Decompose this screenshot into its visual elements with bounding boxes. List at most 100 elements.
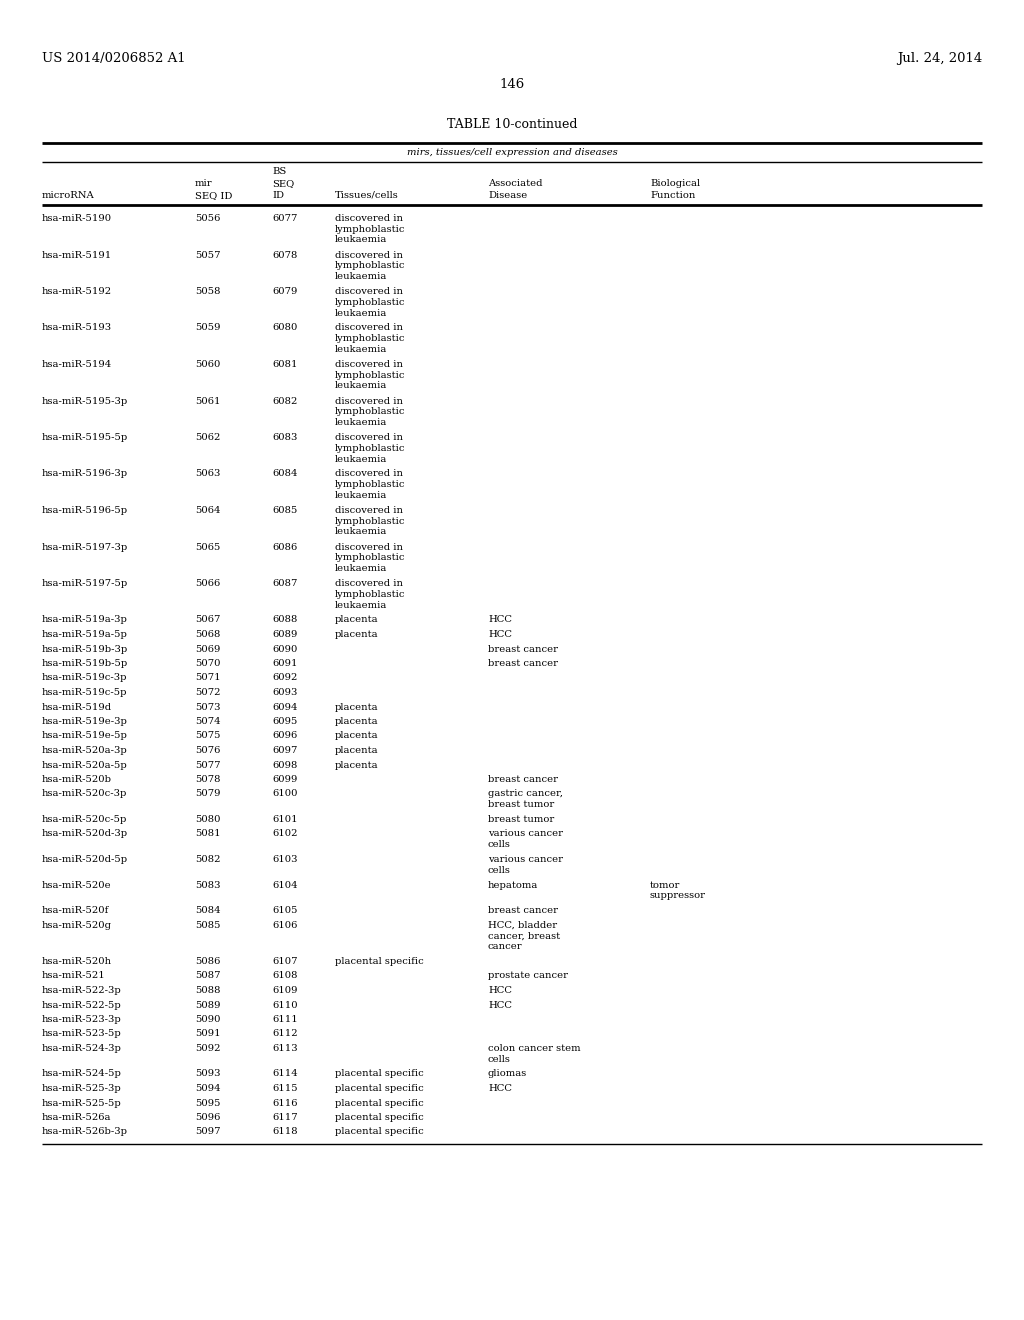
- Text: tomor
suppressor: tomor suppressor: [650, 880, 706, 900]
- Text: 5094: 5094: [195, 1084, 220, 1093]
- Text: breast cancer: breast cancer: [488, 644, 558, 653]
- Text: hsa-miR-520h: hsa-miR-520h: [42, 957, 112, 966]
- Text: discovered in
lymphoblastic
leukaemia: discovered in lymphoblastic leukaemia: [335, 360, 406, 391]
- Text: mir: mir: [195, 180, 213, 187]
- Text: colon cancer stem
cells: colon cancer stem cells: [488, 1044, 581, 1064]
- Text: 5096: 5096: [195, 1113, 220, 1122]
- Text: hsa-miR-523-3p: hsa-miR-523-3p: [42, 1015, 122, 1024]
- Text: placental specific: placental specific: [335, 1098, 424, 1107]
- Text: 5073: 5073: [195, 702, 220, 711]
- Text: 6088: 6088: [272, 615, 297, 624]
- Text: placenta: placenta: [335, 630, 379, 639]
- Text: 6111: 6111: [272, 1015, 298, 1024]
- Text: placenta: placenta: [335, 731, 379, 741]
- Text: 6089: 6089: [272, 630, 297, 639]
- Text: placenta: placenta: [335, 746, 379, 755]
- Text: SEQ ID: SEQ ID: [195, 191, 232, 201]
- Text: ID: ID: [272, 191, 284, 201]
- Text: hsa-miR-5196-5p: hsa-miR-5196-5p: [42, 506, 128, 515]
- Text: microRNA: microRNA: [42, 191, 95, 201]
- Text: 6104: 6104: [272, 880, 298, 890]
- Text: 6095: 6095: [272, 717, 297, 726]
- Text: hsa-miR-526b-3p: hsa-miR-526b-3p: [42, 1127, 128, 1137]
- Text: placenta: placenta: [335, 702, 379, 711]
- Text: 5063: 5063: [195, 470, 220, 479]
- Text: 6105: 6105: [272, 906, 298, 915]
- Text: HCC, bladder
cancer, breast
cancer: HCC, bladder cancer, breast cancer: [488, 920, 560, 950]
- Text: 6100: 6100: [272, 789, 298, 799]
- Text: placental specific: placental specific: [335, 1069, 424, 1078]
- Text: 6117: 6117: [272, 1113, 298, 1122]
- Text: hsa-miR-519c-3p: hsa-miR-519c-3p: [42, 673, 128, 682]
- Text: 6102: 6102: [272, 829, 298, 838]
- Text: 6079: 6079: [272, 286, 297, 296]
- Text: hsa-miR-519c-5p: hsa-miR-519c-5p: [42, 688, 128, 697]
- Text: hsa-miR-5192: hsa-miR-5192: [42, 286, 112, 296]
- Text: hsa-miR-520a-5p: hsa-miR-520a-5p: [42, 760, 128, 770]
- Text: 5068: 5068: [195, 630, 220, 639]
- Text: 5070: 5070: [195, 659, 220, 668]
- Text: 5076: 5076: [195, 746, 220, 755]
- Text: 146: 146: [500, 78, 524, 91]
- Text: placental specific: placental specific: [335, 1113, 424, 1122]
- Text: hsa-miR-519b-5p: hsa-miR-519b-5p: [42, 659, 128, 668]
- Text: 6091: 6091: [272, 659, 298, 668]
- Text: gliomas: gliomas: [488, 1069, 527, 1078]
- Text: breast tumor: breast tumor: [488, 814, 554, 824]
- Text: 5065: 5065: [195, 543, 220, 552]
- Text: 6103: 6103: [272, 855, 298, 865]
- Text: hsa-miR-519e-5p: hsa-miR-519e-5p: [42, 731, 128, 741]
- Text: 5058: 5058: [195, 286, 220, 296]
- Text: 6096: 6096: [272, 731, 297, 741]
- Text: HCC: HCC: [488, 630, 512, 639]
- Text: 5074: 5074: [195, 717, 220, 726]
- Text: 5090: 5090: [195, 1015, 220, 1024]
- Text: 5085: 5085: [195, 920, 220, 929]
- Text: mirs, tissues/cell expression and diseases: mirs, tissues/cell expression and diseas…: [407, 148, 617, 157]
- Text: 6078: 6078: [272, 251, 297, 260]
- Text: 5061: 5061: [195, 396, 220, 405]
- Text: Biological: Biological: [650, 180, 700, 187]
- Text: 6110: 6110: [272, 1001, 298, 1010]
- Text: discovered in
lymphoblastic
leukaemia: discovered in lymphoblastic leukaemia: [335, 470, 406, 500]
- Text: 6108: 6108: [272, 972, 298, 981]
- Text: hsa-miR-5195-3p: hsa-miR-5195-3p: [42, 396, 128, 405]
- Text: breast cancer: breast cancer: [488, 775, 558, 784]
- Text: 6107: 6107: [272, 957, 298, 966]
- Text: 6114: 6114: [272, 1069, 298, 1078]
- Text: 6109: 6109: [272, 986, 298, 995]
- Text: 5091: 5091: [195, 1030, 220, 1039]
- Text: discovered in
lymphoblastic
leukaemia: discovered in lymphoblastic leukaemia: [335, 323, 406, 354]
- Text: discovered in
lymphoblastic
leukaemia: discovered in lymphoblastic leukaemia: [335, 214, 406, 244]
- Text: Associated: Associated: [488, 180, 543, 187]
- Text: 6097: 6097: [272, 746, 297, 755]
- Text: 5066: 5066: [195, 579, 220, 587]
- Text: HCC: HCC: [488, 1001, 512, 1010]
- Text: hsa-miR-5191: hsa-miR-5191: [42, 251, 113, 260]
- Text: breast cancer: breast cancer: [488, 659, 558, 668]
- Text: hsa-miR-519a-3p: hsa-miR-519a-3p: [42, 615, 128, 624]
- Text: 5087: 5087: [195, 972, 220, 981]
- Text: 6118: 6118: [272, 1127, 298, 1137]
- Text: 5084: 5084: [195, 906, 220, 915]
- Text: 5097: 5097: [195, 1127, 220, 1137]
- Text: placental specific: placental specific: [335, 1084, 424, 1093]
- Text: 5064: 5064: [195, 506, 220, 515]
- Text: hsa-miR-519a-5p: hsa-miR-519a-5p: [42, 630, 128, 639]
- Text: 6094: 6094: [272, 702, 298, 711]
- Text: discovered in
lymphoblastic
leukaemia: discovered in lymphoblastic leukaemia: [335, 579, 406, 610]
- Text: hsa-miR-524-3p: hsa-miR-524-3p: [42, 1044, 122, 1053]
- Text: 6090: 6090: [272, 644, 297, 653]
- Text: discovered in
lymphoblastic
leukaemia: discovered in lymphoblastic leukaemia: [335, 433, 406, 463]
- Text: 6116: 6116: [272, 1098, 298, 1107]
- Text: 5059: 5059: [195, 323, 220, 333]
- Text: 6101: 6101: [272, 814, 298, 824]
- Text: HCC: HCC: [488, 986, 512, 995]
- Text: US 2014/0206852 A1: US 2014/0206852 A1: [42, 51, 185, 65]
- Text: SEQ: SEQ: [272, 180, 294, 187]
- Text: placenta: placenta: [335, 717, 379, 726]
- Text: hsa-miR-525-3p: hsa-miR-525-3p: [42, 1084, 122, 1093]
- Text: hsa-miR-525-5p: hsa-miR-525-5p: [42, 1098, 122, 1107]
- Text: 5069: 5069: [195, 644, 220, 653]
- Text: Disease: Disease: [488, 191, 527, 201]
